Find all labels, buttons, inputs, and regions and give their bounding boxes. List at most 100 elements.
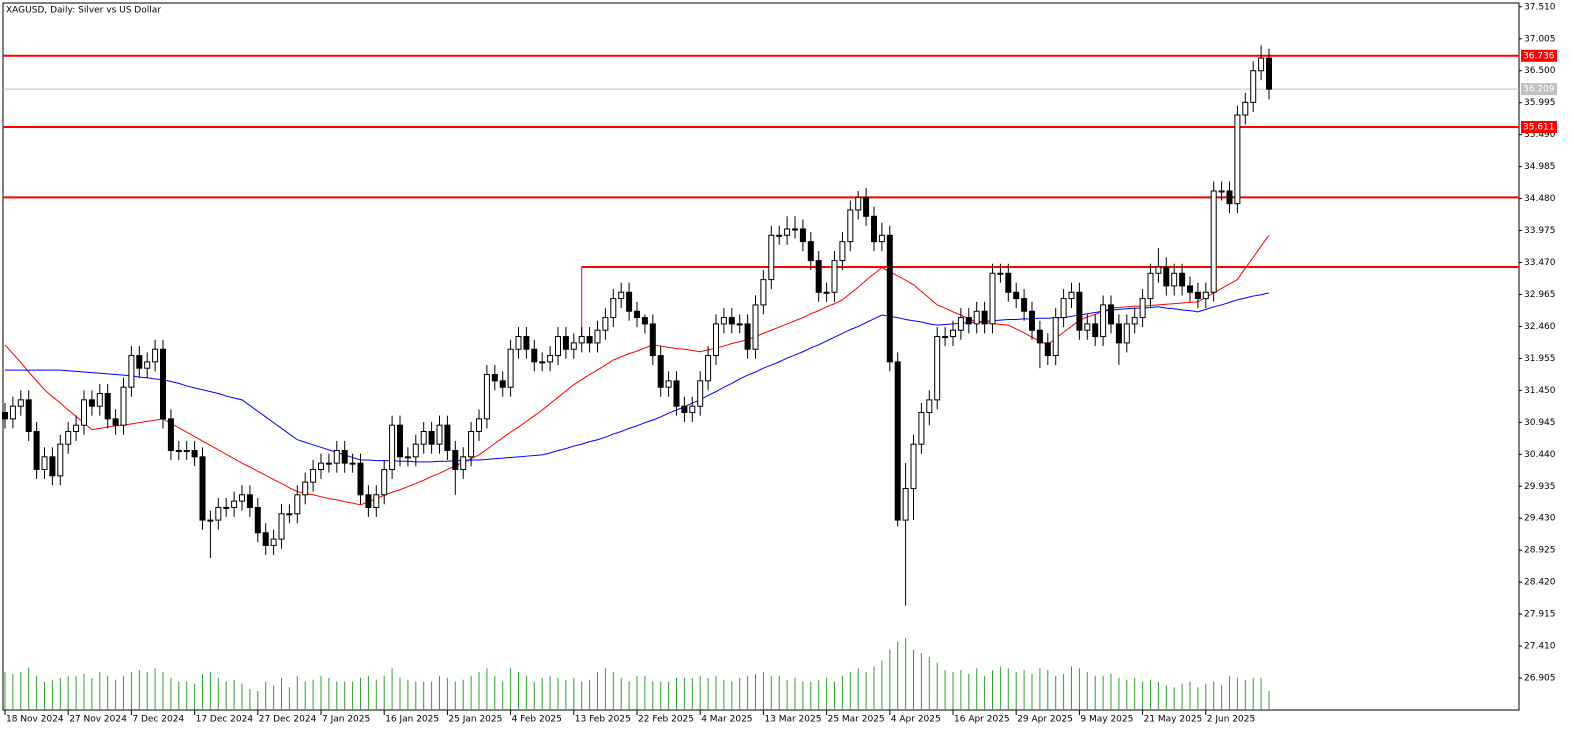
candle-body [1100,304,1107,338]
candle-body [594,329,601,344]
candle-body [49,456,56,477]
y-tick-label: 33.975 [1524,226,1556,236]
candle-body [878,234,885,243]
candle-body [349,462,356,465]
candle-body [452,449,459,470]
candle-body [389,424,396,470]
x-tick-label: 18 Nov 2024 [6,715,64,725]
candle-body [81,399,87,426]
candle-body [531,348,538,363]
candle-body [523,336,530,350]
candle-body [792,228,798,231]
candle-body [1234,114,1241,205]
candle-body [634,310,640,319]
candle-body [641,317,648,325]
candle-body [476,418,482,433]
chart-title: XAGUSD, Daily: Silver vs US Dollar [6,6,161,16]
candle-body [681,405,688,414]
candle-body [894,361,901,521]
candle-body [807,241,814,262]
candle-body [294,494,301,515]
candle-body [855,196,862,211]
candle-body [1131,317,1138,325]
x-tick-label: 27 Dec 2024 [259,715,317,725]
candle-body [965,317,972,325]
candle-body [547,355,554,363]
candle-body [468,431,475,458]
level-tag [1521,49,1557,62]
candle-body [1179,272,1186,287]
candle-body [1013,291,1020,300]
candle-body [689,405,696,414]
candle-body [436,424,443,445]
candle-body [444,424,451,451]
x-tick-label: 4 Feb 2025 [512,715,562,725]
y-tick-label: 27.410 [1524,642,1556,652]
candle-body [926,399,933,414]
candle-body [191,449,198,458]
candle-body [886,234,893,363]
x-tick-label: 16 Apr 2025 [954,715,1010,725]
candle-body [341,449,348,464]
candle-body [1218,190,1225,193]
x-tick-label: 4 Apr 2025 [891,715,941,725]
candle-body [515,336,522,350]
candle-body [752,304,759,350]
candle-body [507,348,514,388]
y-tick-label: 37.005 [1524,34,1556,44]
x-tick-label: 16 Jan 2025 [385,715,439,725]
candle-body [491,374,498,382]
candle-body [270,538,277,546]
x-tick-label: 13 Feb 2025 [575,715,631,725]
candle-body [847,209,854,243]
candle-body [713,323,719,357]
candle-body [1076,291,1083,331]
candle-body [981,310,988,325]
candle-body [152,348,159,363]
candle-body [357,462,364,496]
candle-body [1171,272,1178,287]
candle-body [823,291,830,294]
candle-body [73,424,80,433]
y-tick-label: 30.440 [1524,450,1556,460]
candle-body [839,241,846,262]
candle-body [902,487,909,521]
candle-body [420,431,427,445]
candle-body [2,412,8,420]
candle-body [223,506,230,509]
candle-body [397,424,403,458]
candle-body [697,380,704,407]
x-tick-label: 9 May 2025 [1080,715,1133,725]
candle-body [428,431,435,445]
x-tick-label: 27 Nov 2024 [69,715,127,725]
candle-body [57,443,64,477]
candle-body [1029,310,1035,331]
candle-body [1250,70,1257,103]
candle-body [41,456,48,470]
x-tick-label: 13 Mar 2025 [764,715,821,725]
candle-body [246,494,253,508]
candle-body [88,399,95,407]
x-tick-label: 22 Feb 2025 [638,715,694,725]
candle-body [1108,304,1114,325]
candle-body [104,393,111,420]
candle-body [618,291,625,300]
candle-body [1147,272,1154,300]
candle-body [673,380,680,407]
candle-body [9,405,16,420]
y-tick-label: 32.965 [1524,290,1556,300]
candle-body [199,456,206,521]
candle-body [1194,291,1201,300]
level-tag [1521,120,1557,133]
candle-body [910,443,917,489]
candle-body [365,494,372,508]
candle-body [760,279,767,306]
candle-body [1052,317,1059,357]
candle-body [610,298,617,319]
candle-body [997,272,1004,275]
candle-body [65,431,72,445]
candle-body [799,228,806,243]
candle-body [831,260,838,293]
candle-body [578,336,585,344]
